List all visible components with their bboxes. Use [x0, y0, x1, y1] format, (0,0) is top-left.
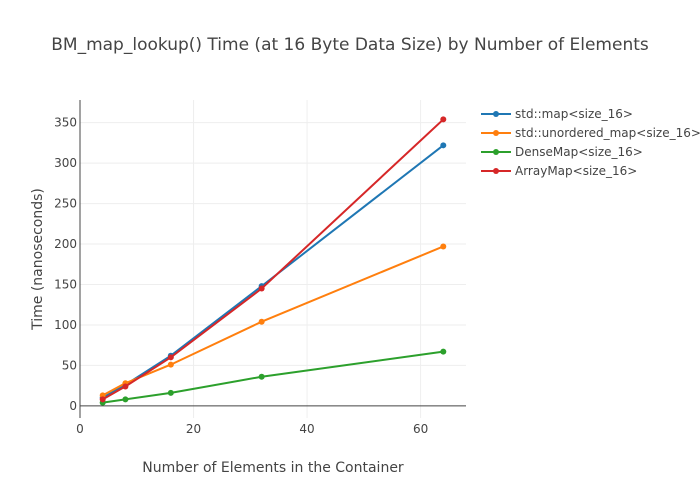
legend-marker: [493, 130, 499, 136]
data-point: [440, 116, 447, 123]
series-2: [99, 348, 447, 406]
x-tick-label: 20: [186, 422, 201, 436]
series-line: [102, 350, 444, 404]
data-point: [122, 383, 129, 390]
data-point: [167, 354, 174, 361]
axis-layer: 0 20 40 60 0 50 100 150 200 250 300 350: [54, 100, 466, 436]
y-tick-label: 150: [54, 277, 77, 291]
data-point: [258, 318, 265, 325]
data-point: [99, 396, 106, 403]
data-point: [258, 373, 265, 380]
chart-title: BM_map_lookup() Time (at 16 Byte Data Si…: [51, 35, 649, 55]
legend-label: ArrayMap<size_16>: [515, 164, 637, 178]
data-point: [258, 285, 265, 292]
legend-item[interactable]: ArrayMap<size_16>: [481, 164, 637, 178]
y-tick-label: 50: [62, 358, 77, 372]
legend-marker: [493, 111, 499, 117]
legend-marker: [493, 149, 499, 155]
series-0: [99, 142, 447, 401]
y-tick-label: 0: [69, 399, 77, 413]
data-point: [440, 142, 447, 149]
legend-label: DenseMap<size_16>: [515, 145, 643, 159]
legend-label: std::unordered_map<size_16>: [515, 126, 700, 140]
y-tick-label: 300: [54, 156, 77, 170]
y-axis-title: Time (nanoseconds): [30, 188, 46, 331]
legend-label: std::map<size_16>: [515, 107, 633, 121]
data-point: [440, 243, 447, 250]
series-line: [102, 118, 444, 401]
data-point: [167, 389, 174, 396]
y-tick-label: 250: [54, 197, 77, 211]
y-tick-label: 100: [54, 318, 77, 332]
series-line: [102, 245, 444, 397]
series-layer: [99, 116, 447, 406]
legend-marker: [493, 168, 499, 174]
data-point: [440, 348, 447, 355]
legend-item[interactable]: std::map<size_16>: [481, 107, 633, 121]
series-line: [102, 144, 444, 399]
data-point: [167, 361, 174, 368]
x-tick-label: 60: [413, 422, 428, 436]
x-tick-label: 0: [76, 422, 84, 436]
x-tick-label: 40: [299, 422, 314, 436]
legend-item[interactable]: DenseMap<size_16>: [481, 145, 643, 159]
legend: std::map<size_16>std::unordered_map<size…: [481, 107, 700, 178]
x-axis-title: Number of Elements in the Container: [142, 460, 404, 476]
grid-layer: [80, 100, 466, 418]
data-point: [122, 396, 129, 403]
legend-item[interactable]: std::unordered_map<size_16>: [481, 126, 700, 140]
y-tick-label: 200: [54, 237, 77, 251]
y-tick-label: 350: [54, 116, 77, 130]
series-3: [99, 116, 447, 403]
